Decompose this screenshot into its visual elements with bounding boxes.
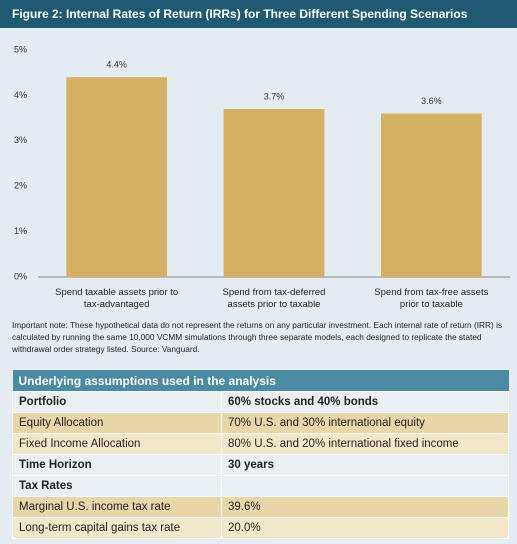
chart: 0% 1% 2% 3% 4% 5% 4.4% 3.7% 3.6%: [14, 44, 510, 281]
y-tick-label: 2%: [14, 181, 27, 191]
value-label: 4.4%: [106, 60, 127, 70]
cell: Fixed Income Allocation: [12, 433, 222, 455]
cell: 70% U.S. and 30% international equity: [221, 412, 509, 434]
cell: Equity Allocation: [12, 412, 222, 434]
y-tick-label: 1%: [14, 226, 27, 236]
assumptions-table: Underlying assumptions used in the analy…: [12, 370, 509, 539]
cell: Marginal U.S. income tax rate: [12, 496, 222, 518]
cell: Long-term capital gains tax rate: [12, 517, 222, 539]
bar: [66, 77, 168, 277]
cell: Tax Rates: [12, 475, 222, 497]
cell: 30 years: [221, 454, 509, 476]
table-title: Underlying assumptions used in the analy…: [12, 370, 509, 392]
note: Important note: These hypothetical data …: [12, 320, 503, 354]
cell: 60% stocks and 40% bonds: [221, 391, 509, 413]
bar: [380, 113, 482, 277]
y-tick-label: 3%: [14, 135, 27, 145]
y-tick-label: 5%: [14, 44, 27, 54]
chart-title: Figure 2: Internal Rates of Return (IRRs…: [0, 0, 517, 28]
x-tick-label: Spend from tax-free assets prior to taxa…: [374, 287, 489, 310]
cell: Portfolio: [12, 391, 222, 413]
y-tick-label: 0%: [14, 271, 27, 281]
x-tick-label: Spend from tax-deferred assets prior to …: [222, 287, 326, 310]
cell: Time Horizon: [12, 454, 222, 476]
cell: [221, 475, 509, 497]
y-tick-label: 4%: [14, 90, 27, 100]
cell: 20.0%: [221, 517, 509, 539]
value-label: 3.7%: [264, 91, 285, 101]
cell: 39.6%: [221, 496, 509, 518]
bar: [223, 109, 325, 278]
x-tick-label: Spend taxable assets prior to tax-advant…: [55, 287, 179, 310]
value-label: 3.6%: [421, 96, 442, 106]
cell: 80% U.S. and 20% international fixed inc…: [221, 433, 509, 455]
